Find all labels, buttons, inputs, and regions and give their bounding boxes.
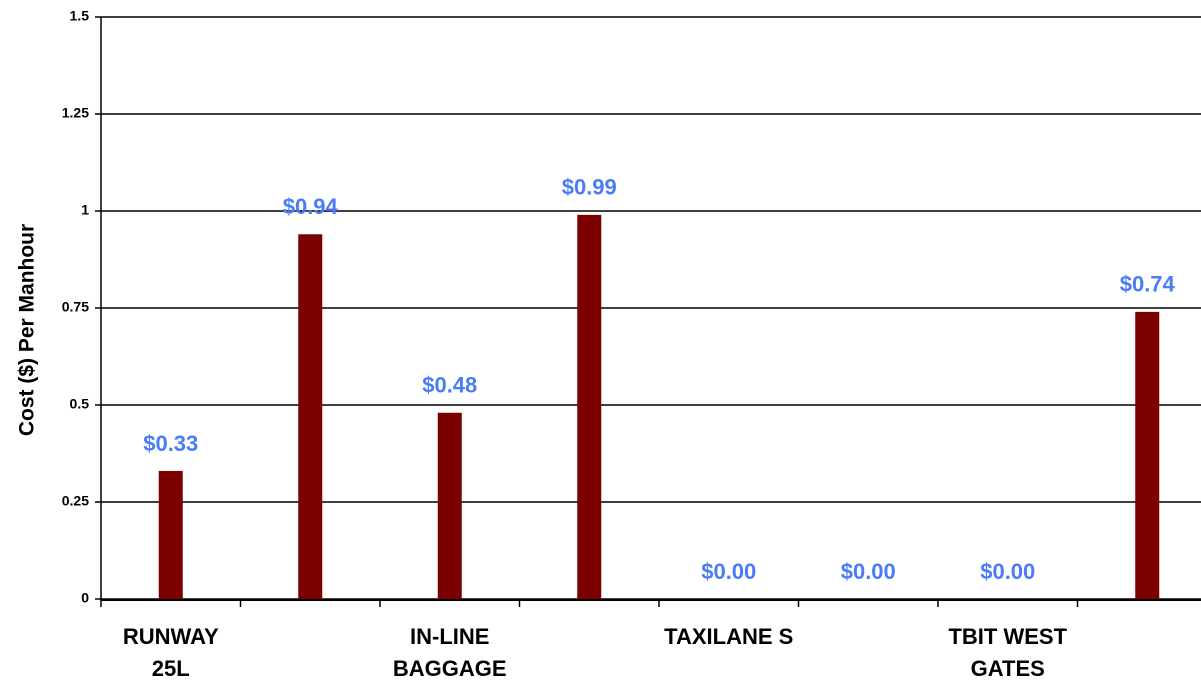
data-label: $0.94 — [283, 194, 339, 219]
x-tick-label: IN-LINE BAGGAGE — [392, 624, 507, 681]
y-tick-label: 1.25 — [62, 105, 89, 121]
y-tick-label: 0.75 — [62, 299, 89, 315]
y-tick-label: 0.5 — [70, 396, 90, 412]
data-label: $0.99 — [562, 175, 617, 200]
y-tick-label: 0.25 — [62, 493, 89, 509]
data-label: $0.33 — [143, 431, 198, 456]
y-tick-label: 1 — [81, 202, 89, 218]
bar — [1135, 311, 1160, 599]
data-label: $0.00 — [980, 559, 1035, 584]
bar — [577, 214, 602, 599]
bar — [298, 234, 323, 599]
data-label: $0.00 — [701, 559, 756, 584]
y-tick-label: 1.5 — [70, 8, 90, 24]
y-tick-label: 0 — [81, 590, 89, 606]
bar — [437, 412, 462, 599]
x-tick-label: TBIT WEST GATES — [948, 624, 1068, 681]
data-label: $0.48 — [422, 373, 477, 398]
x-tick-label: TAXILANE S — [664, 624, 794, 649]
data-label: $0.74 — [1120, 272, 1176, 297]
bar — [158, 470, 183, 599]
y-axis-label: Cost ($) Per Manhour — [16, 224, 39, 436]
x-tick-label: RUNWAY 25L — [122, 624, 219, 681]
data-label: $0.00 — [841, 559, 896, 584]
